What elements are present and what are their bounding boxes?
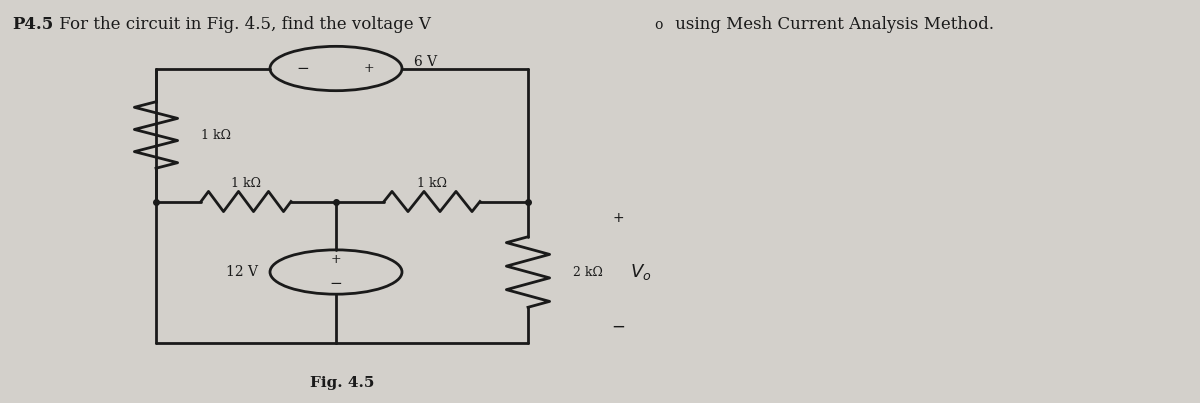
Text: Fig. 4.5: Fig. 4.5 xyxy=(310,376,374,390)
Text: o: o xyxy=(654,18,662,32)
Text: using Mesh Current Analysis Method.: using Mesh Current Analysis Method. xyxy=(670,16,994,33)
Text: 12 V: 12 V xyxy=(226,265,258,279)
Text: P4.5: P4.5 xyxy=(12,16,53,33)
Text: −: − xyxy=(296,62,310,75)
Text: 2 kΩ: 2 kΩ xyxy=(574,266,602,278)
Text: −: − xyxy=(330,277,342,291)
Text: 1 kΩ: 1 kΩ xyxy=(418,177,446,190)
Text: 1 kΩ: 1 kΩ xyxy=(202,129,230,141)
Text: +: + xyxy=(612,211,624,224)
Text: $V_o$: $V_o$ xyxy=(630,262,652,282)
Text: −: − xyxy=(611,318,625,335)
Text: 6 V: 6 V xyxy=(414,55,437,69)
Text: For the circuit in Fig. 4.5, find the voltage V: For the circuit in Fig. 4.5, find the vo… xyxy=(54,16,431,33)
Text: +: + xyxy=(331,253,341,266)
Text: 1 kΩ: 1 kΩ xyxy=(232,177,262,190)
Text: +: + xyxy=(364,62,374,75)
